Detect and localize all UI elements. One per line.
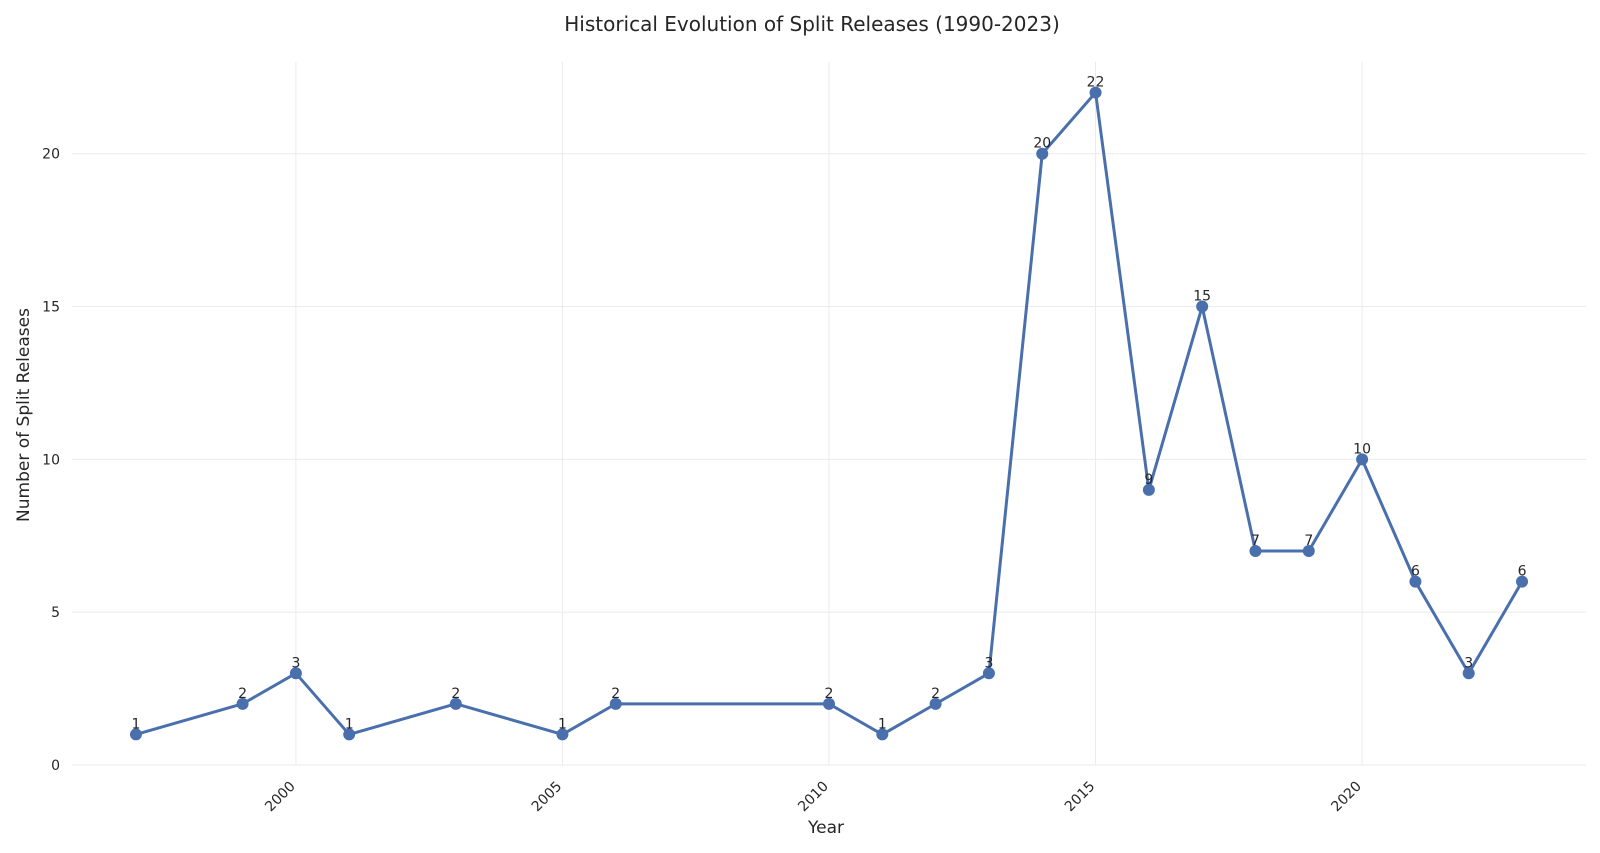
data-label: 3 [1464,655,1473,671]
data-point [1356,453,1369,466]
data-label: 1 [345,716,354,732]
data-label: 2 [451,686,460,702]
data-point [1302,545,1315,558]
data-point [1036,147,1049,160]
data-point [1462,667,1475,680]
data-point [1142,483,1155,496]
data-point [289,667,302,680]
data-point [236,697,249,710]
data-label: 10 [1353,441,1371,457]
x-tick-label: 2015 [1062,779,1099,816]
y-tick-label: 5 [51,605,60,621]
data-point [929,697,942,710]
y-tick-label: 0 [51,758,60,774]
data-label: 2 [825,686,834,702]
x-axis-label: Year [807,818,844,838]
data-point [1089,86,1102,99]
data-label: 6 [1518,564,1527,580]
data-label: 2 [611,686,620,702]
data-label: 20 [1033,136,1051,152]
data-label: 2 [931,686,940,702]
data-points [129,86,1529,741]
x-gridlines [295,62,1363,765]
data-label: 6 [1411,564,1420,580]
data-point [449,697,462,710]
y-tick-label: 10 [42,452,60,468]
x-tick-label: 2005 [529,779,566,816]
data-label: 9 [1144,472,1153,488]
data-label: 22 [1087,75,1105,91]
y-axis-label: Number of Split Releases [14,308,34,522]
data-point [823,697,835,710]
data-point [129,728,142,741]
x-tick-label: 2020 [1328,779,1365,816]
data-label: 15 [1193,289,1211,305]
data-label: 2 [238,686,247,702]
data-label: 1 [558,716,567,732]
data-label: 1 [132,716,141,732]
y-tick-label: 20 [42,147,60,163]
data-point [1249,545,1262,558]
data-label: 3 [984,655,993,671]
x-tick-labels: 2000 2005 2010 2015 2020 [262,779,1365,816]
data-label: 7 [1304,533,1313,549]
x-tick-label: 2010 [795,779,832,816]
data-point [343,728,356,741]
data-label: 1 [878,716,887,732]
data-point [1409,575,1422,588]
data-point [876,728,889,741]
chart-title: Historical Evolution of Split Releases (… [564,12,1060,36]
data-label: 3 [291,655,300,671]
data-point [556,728,569,741]
data-point [1516,575,1529,588]
data-label: 7 [1251,533,1260,549]
data-point [609,697,622,710]
x-tick-label: 2000 [262,779,299,816]
data-point [982,667,995,680]
y-tick-labels: 0 5 10 15 20 [42,147,60,774]
data-point [1196,300,1209,313]
y-tick-label: 15 [42,300,60,316]
